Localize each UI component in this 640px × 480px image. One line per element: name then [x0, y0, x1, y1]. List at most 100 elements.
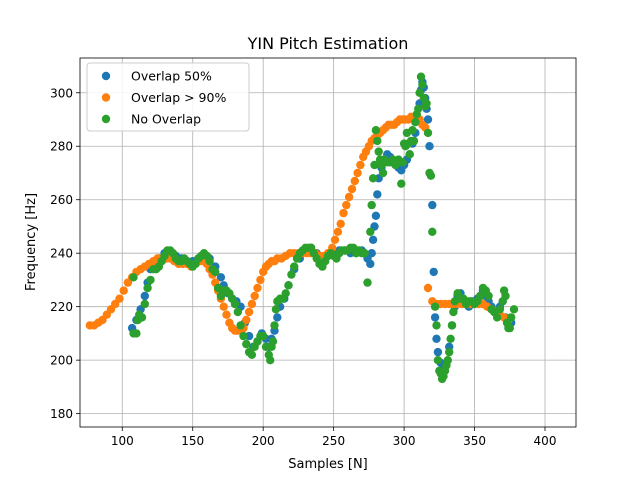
x-axis: 100 150 200 250 300 350 400 [111, 427, 556, 448]
data-point [146, 275, 155, 285]
y-axis: 180 200 220 240 260 280 300 [50, 86, 80, 421]
legend-marker [101, 114, 111, 124]
data-point [409, 136, 419, 146]
data-point [129, 273, 138, 282]
data-point [428, 227, 437, 236]
data-point [336, 219, 345, 228]
legend: Overlap 50% Overlap > 90% No Overlap [86, 62, 250, 132]
series-no-overlap [129, 72, 519, 384]
data-point [233, 307, 242, 317]
data-point [222, 310, 231, 319]
data-point [247, 299, 257, 309]
chart-title: YIN Pitch Estimation [247, 34, 409, 53]
data-point [443, 356, 452, 365]
data-point [368, 174, 378, 183]
data-point [119, 286, 128, 295]
data-point [330, 235, 340, 244]
data-point [405, 150, 414, 159]
data-point [432, 321, 441, 330]
y-axis-label: Frequency [Hz] [24, 193, 39, 291]
data-point [115, 294, 124, 303]
data-point [344, 192, 354, 202]
data-point [507, 313, 516, 322]
data-point [366, 259, 375, 269]
data-point [446, 334, 455, 343]
data-point [432, 334, 441, 343]
data-point [132, 329, 141, 338]
plot-frame [79, 57, 577, 428]
data-point [339, 208, 348, 218]
data-point [287, 270, 296, 279]
data-point [356, 160, 365, 170]
x-tick-label: 100 [111, 434, 134, 448]
data-point [447, 321, 457, 330]
data-point [360, 249, 369, 258]
data-point [347, 184, 357, 194]
data-point [266, 356, 275, 365]
data-point [247, 350, 257, 359]
data-point [353, 168, 362, 178]
y-tick-label: 260 [50, 193, 73, 207]
data-point [216, 273, 226, 282]
data-point [492, 313, 502, 322]
y-tick-label: 220 [50, 300, 73, 314]
data-point [367, 200, 376, 210]
data-point [363, 278, 372, 287]
data-point [373, 190, 382, 199]
data-point [373, 136, 382, 146]
data-point [425, 142, 434, 151]
data-point [140, 299, 149, 309]
data-point [408, 126, 417, 135]
data-point [430, 302, 440, 311]
data-point [422, 99, 431, 108]
data-point [290, 262, 299, 271]
data-point [250, 291, 259, 301]
legend-label: Overlap 50% [131, 69, 212, 84]
y-tick-label: 300 [50, 86, 73, 100]
data-point [449, 307, 458, 317]
data-point [423, 128, 433, 138]
y-tick-label: 240 [50, 247, 73, 261]
data-point [509, 305, 519, 314]
data-point [230, 299, 240, 309]
data-point [253, 283, 262, 293]
x-tick-label: 150 [181, 434, 204, 448]
data-point [281, 289, 290, 298]
data-point [429, 267, 438, 277]
data-point [445, 347, 454, 357]
data-point [433, 347, 443, 357]
data-point [140, 291, 149, 301]
data-point [397, 179, 406, 188]
data-point [236, 321, 245, 330]
data-point [418, 80, 427, 89]
data-point [414, 104, 423, 114]
data-point [374, 147, 383, 156]
data-point [416, 72, 426, 81]
data-point [367, 249, 376, 258]
data-point [211, 267, 220, 277]
y-tick-label: 280 [50, 140, 73, 154]
data-point [371, 126, 381, 135]
x-tick-label: 200 [252, 434, 275, 448]
data-point [398, 158, 407, 167]
data-point [271, 305, 281, 314]
legend-marker [101, 93, 111, 102]
data-point [268, 337, 278, 346]
x-tick-label: 250 [322, 434, 345, 448]
data-point [484, 291, 493, 301]
data-point [244, 307, 254, 317]
data-point [239, 331, 248, 341]
data-point [333, 227, 343, 236]
data-point [370, 160, 379, 170]
legend-label: No Overlap [131, 112, 201, 127]
data-point [371, 211, 381, 220]
x-axis-label: Samples [N] [288, 457, 368, 472]
data-point [378, 168, 388, 178]
data-point [411, 118, 420, 127]
data-point [350, 176, 359, 186]
x-tick-label: 350 [463, 434, 486, 448]
data-point [366, 227, 375, 236]
y-tick-label: 200 [50, 354, 73, 368]
data-point [430, 313, 440, 322]
